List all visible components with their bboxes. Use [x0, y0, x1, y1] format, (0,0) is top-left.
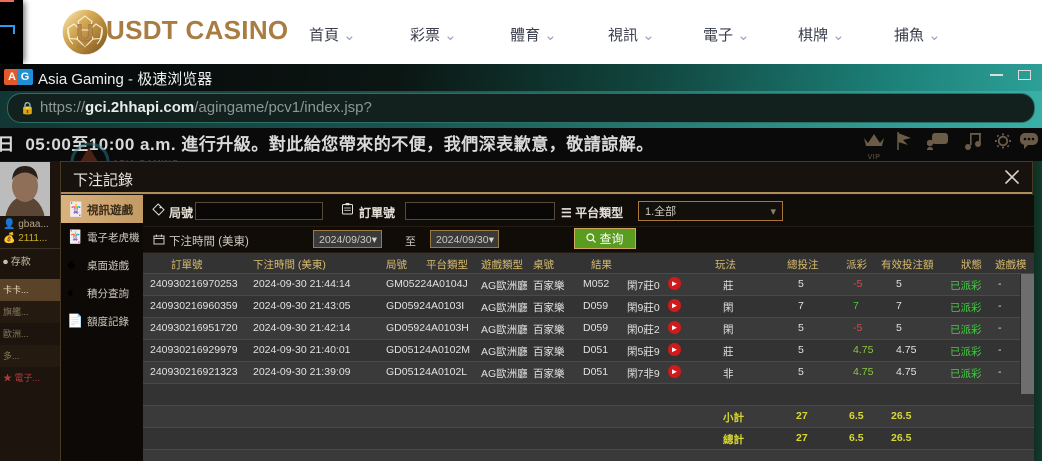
svg-text:U: U — [76, 20, 93, 47]
svg-text:Casino: Casino — [77, 44, 94, 50]
